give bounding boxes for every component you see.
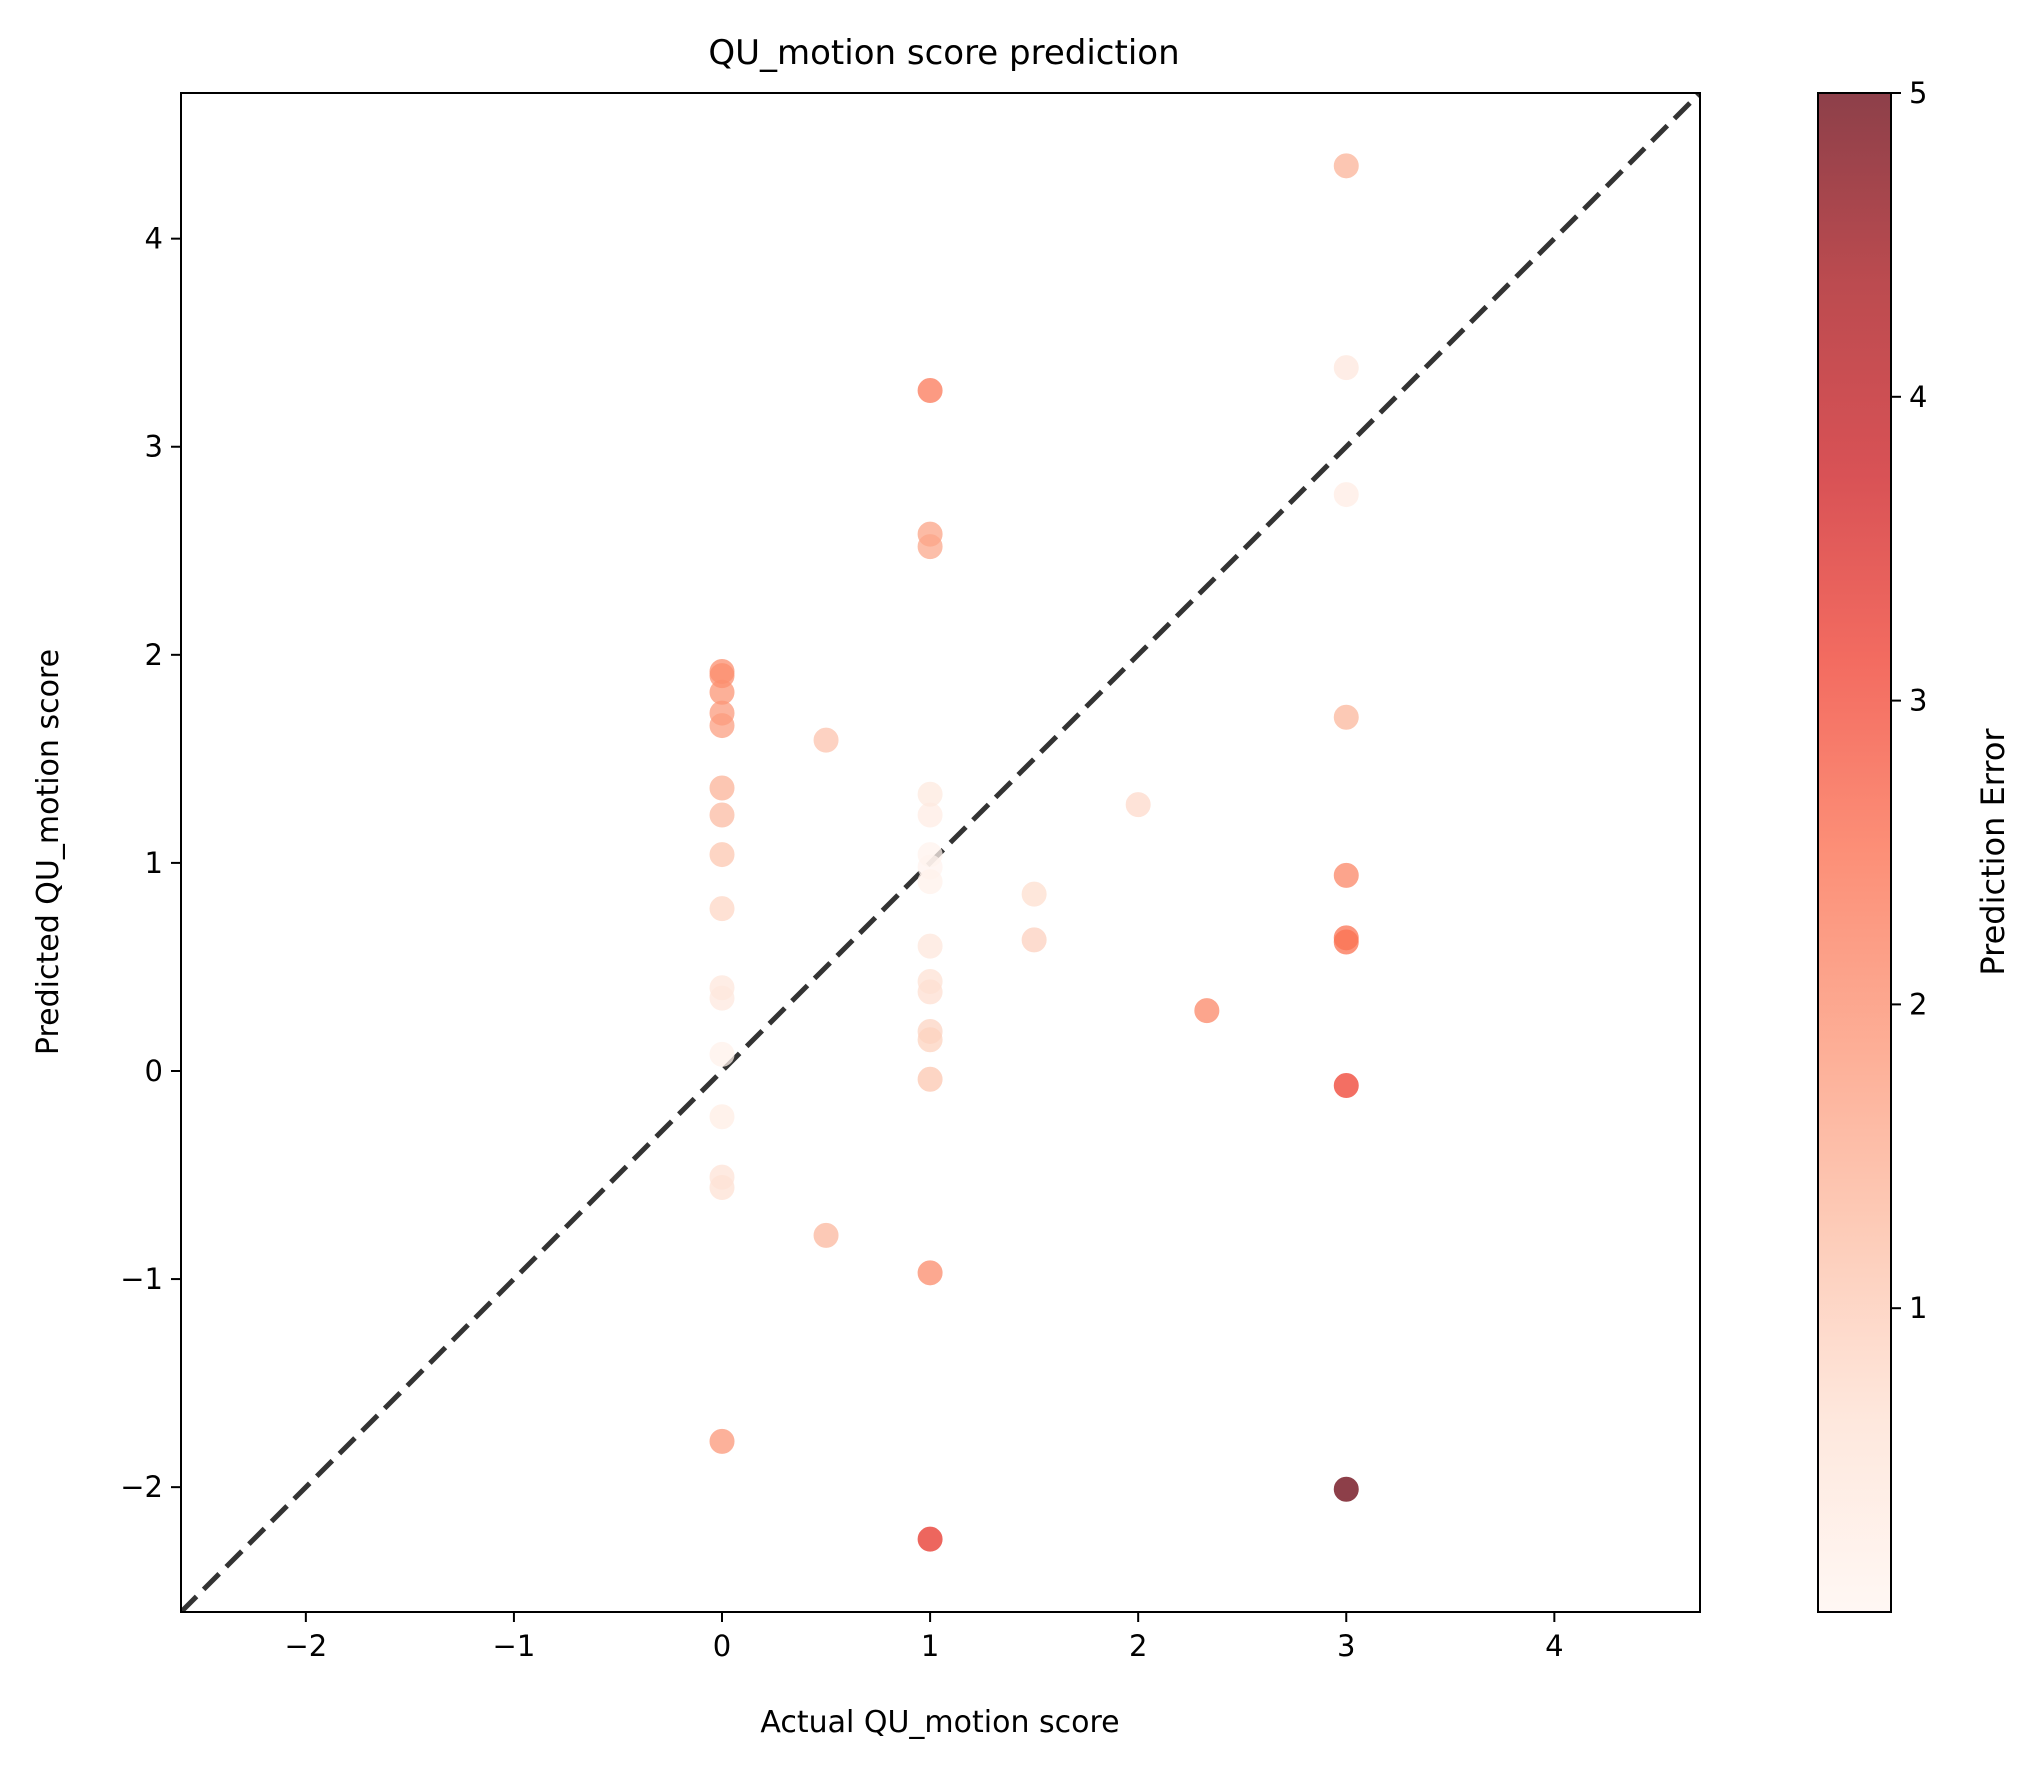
x-tick-label: 4 (1545, 1629, 1563, 1663)
x-axis-label: Actual QU_motion score (760, 1705, 1119, 1740)
data-point (1333, 862, 1359, 888)
x-tick-label: 3 (1337, 1629, 1355, 1663)
data-point (709, 658, 735, 684)
data-point (917, 521, 943, 547)
y-tick-label: 3 (145, 430, 163, 464)
data-point (1333, 929, 1359, 955)
colorbar-tick-label: 5 (1909, 76, 1927, 110)
data-point (917, 802, 943, 828)
y-tick-label: 0 (145, 1054, 163, 1088)
data-point (1333, 482, 1359, 508)
data-point (917, 869, 943, 895)
data-point (709, 775, 735, 801)
data-point (813, 727, 839, 753)
colorbar-frame (1817, 92, 1892, 1613)
colorbar-tick-label: 2 (1909, 987, 1927, 1021)
data-point (917, 842, 943, 868)
y-tick-label: 1 (145, 846, 163, 880)
data-point (1021, 881, 1047, 907)
colorbar-gradient (1818, 93, 1891, 1612)
colorbar-label: Prediction Error (1974, 728, 2012, 976)
data-point (917, 1526, 943, 1552)
x-axis: −2 −1 0 1 2 3 4 (284, 1612, 1564, 1663)
colorbar: 1 2 3 4 5 Prediction Error (1817, 76, 2012, 1613)
data-point (709, 842, 735, 868)
data-point (709, 802, 735, 828)
chart-title: QU_motion score prediction (708, 33, 1179, 73)
data-point (917, 378, 943, 404)
colorbar-tick-label: 4 (1909, 380, 1927, 414)
data-point (709, 1041, 735, 1067)
plot-area: −2 −1 0 1 2 3 4 −2 −1 0 1 2 3 4 (120, 92, 1701, 1663)
data-point (917, 781, 943, 807)
data-point (917, 1260, 943, 1286)
plot-frame (180, 92, 1701, 1613)
data-point (917, 933, 943, 959)
x-tick-label: 1 (921, 1629, 939, 1663)
x-tick-label: −1 (493, 1629, 536, 1663)
data-point (709, 700, 735, 726)
y-tick-label: −2 (120, 1470, 163, 1504)
data-point (1333, 355, 1359, 381)
x-tick-label: 2 (1129, 1629, 1147, 1663)
data-point (709, 896, 735, 922)
x-tick-label: 0 (713, 1629, 731, 1663)
data-point (709, 975, 735, 1001)
data-point (1194, 998, 1220, 1024)
data-point (1021, 927, 1047, 953)
data-point (1125, 792, 1151, 818)
x-tick-label: −2 (284, 1629, 327, 1663)
data-point (917, 979, 943, 1005)
y-tick-label: 4 (145, 222, 163, 256)
data-point (709, 1428, 735, 1454)
colorbar-tick-label: 3 (1909, 684, 1927, 718)
data-point (917, 1066, 943, 1092)
data-point (1333, 153, 1359, 179)
data-point (917, 1027, 943, 1053)
data-point (1333, 704, 1359, 730)
data-point (709, 1104, 735, 1130)
colorbar-tick-label: 1 (1909, 1291, 1927, 1325)
data-point (709, 1175, 735, 1201)
y-tick-label: −1 (120, 1262, 163, 1296)
data-point (813, 1222, 839, 1248)
data-point (1333, 1073, 1359, 1099)
y-axis-label: Predicted QU_motion score (31, 649, 66, 1055)
y-tick-label: 2 (145, 638, 163, 672)
data-point (1333, 1476, 1359, 1502)
y-axis: −2 −1 0 1 2 3 4 (120, 222, 181, 1504)
